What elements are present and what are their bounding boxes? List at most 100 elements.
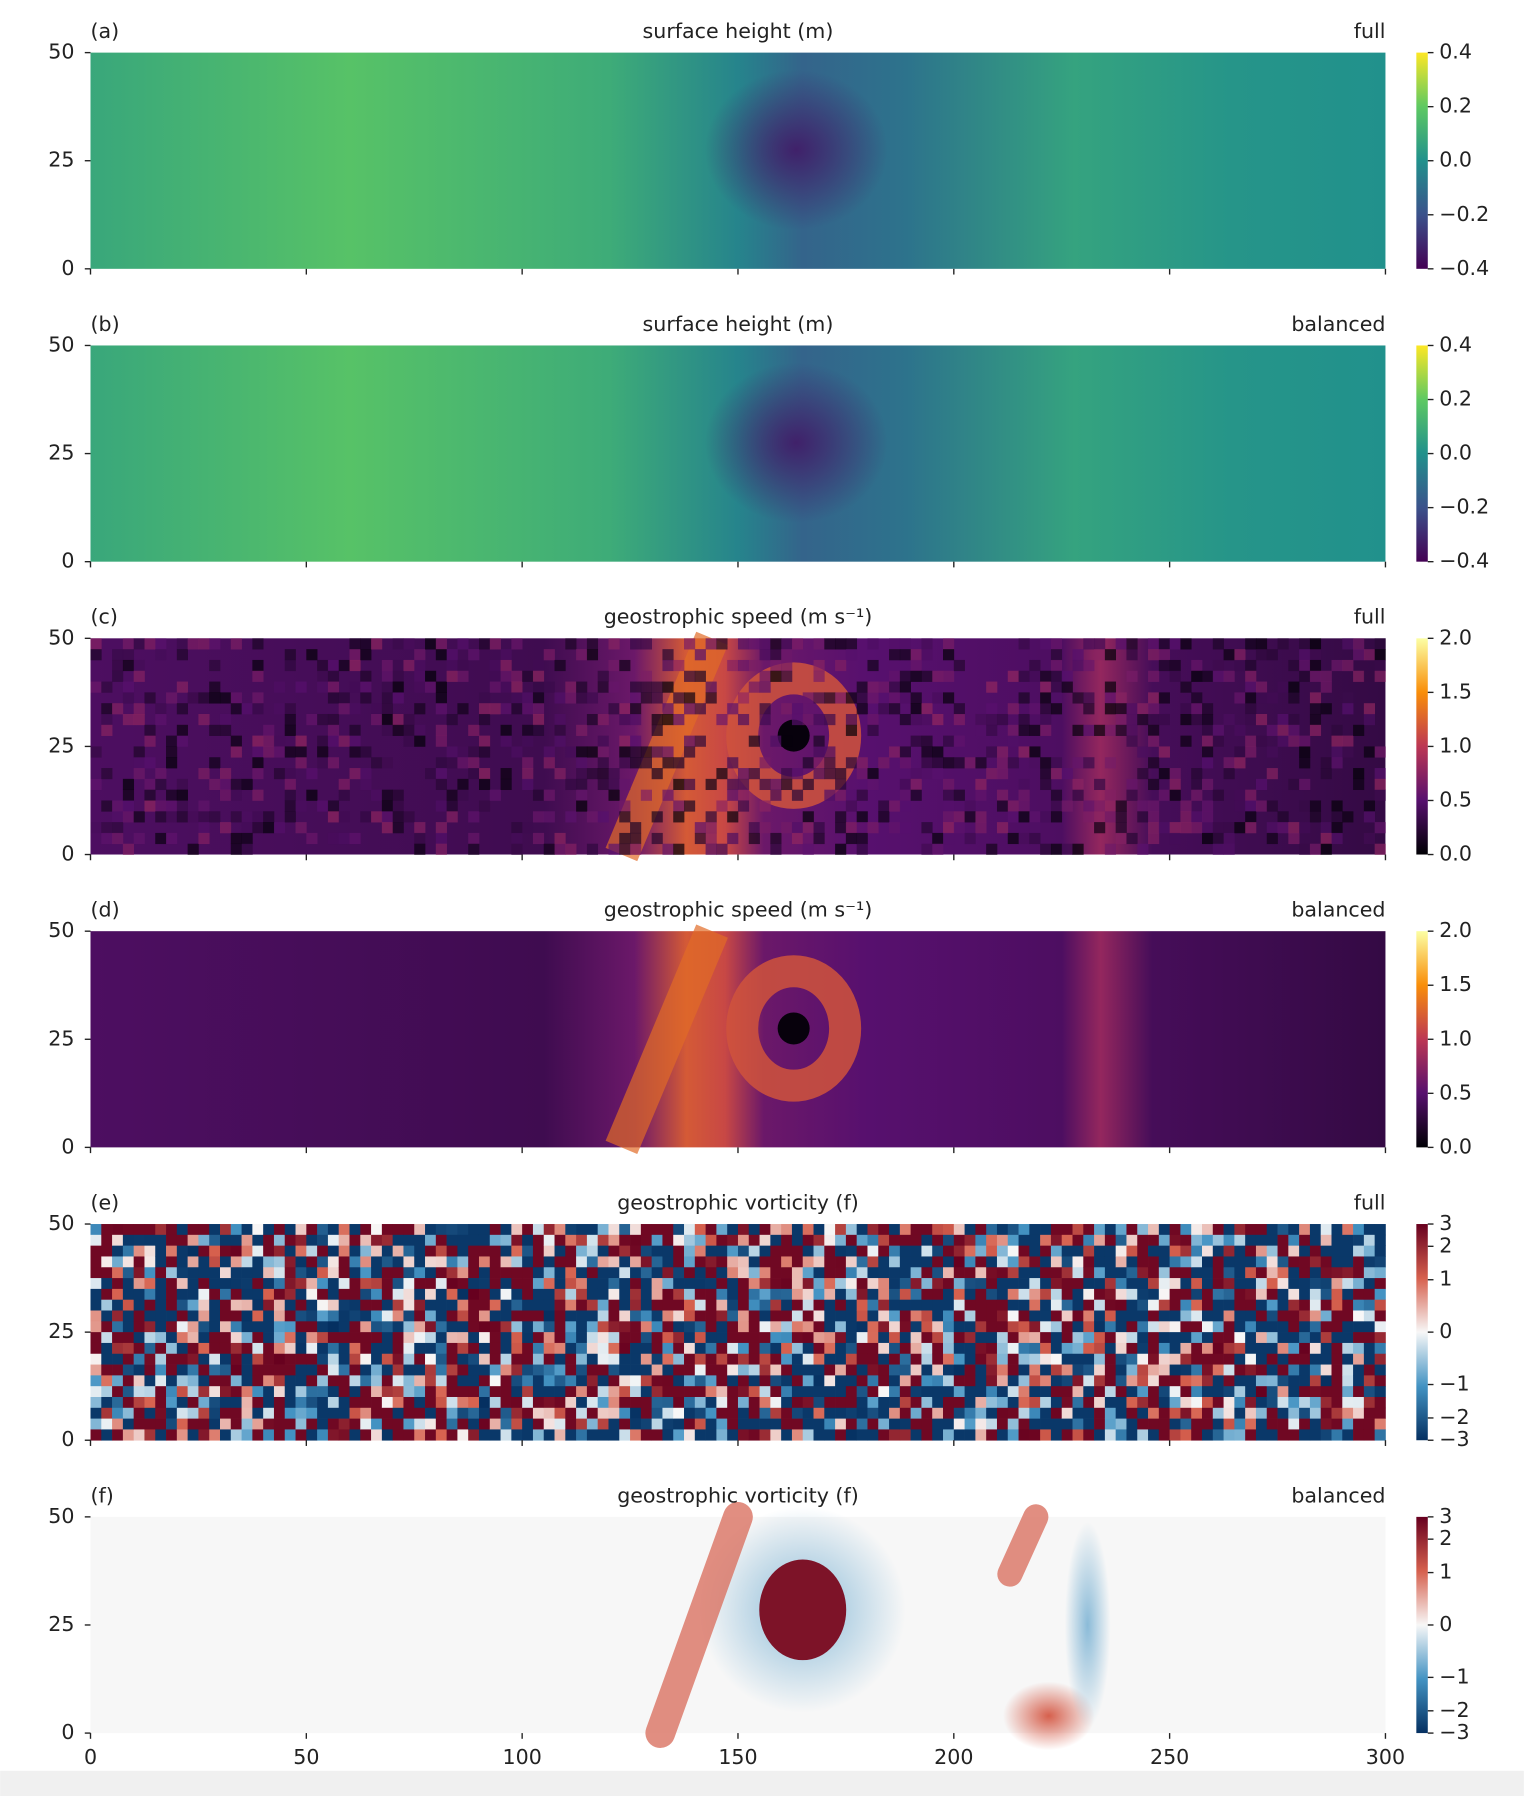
- x-tick-label: 50: [293, 1745, 319, 1769]
- colorbar-tick-label: −0.2: [1439, 495, 1489, 519]
- colorbar-tick-label: 0: [1439, 1612, 1452, 1636]
- colorbar-tick-label: −0.4: [1439, 256, 1489, 280]
- colorbar-tick-label: 0.0: [1439, 1134, 1472, 1158]
- panel-label: (b): [91, 312, 120, 336]
- colorbar: [1416, 345, 1428, 562]
- field-eddy: [704, 362, 888, 523]
- panel-title: geostrophic vorticity (f): [617, 1483, 859, 1507]
- colorbar-tick-label: 2.0: [1439, 918, 1472, 942]
- colorbar-tick-label: 0.0: [1439, 842, 1472, 866]
- y-tick-label: 0: [61, 549, 74, 573]
- colorbar-tick-label: −1: [1439, 1664, 1469, 1688]
- colorbar-tick-label: −0.2: [1439, 202, 1489, 226]
- panel-variant: balanced: [1291, 1483, 1385, 1507]
- panel: (d) geostrophic speed (m s⁻¹) balanced 0 25 5…: [48, 898, 1472, 1159]
- panel: (b) surface height (m) balanced 0 25 50 −0.4 −0…: [48, 312, 1489, 573]
- y-tick-label: 0: [61, 1720, 74, 1744]
- panel: (e) geostrophic vorticity (f) full02550−3−…: [48, 1190, 1469, 1451]
- panel-variant: full: [1354, 1190, 1386, 1214]
- panel-variant: full: [1354, 605, 1386, 629]
- x-tick-label: 200: [934, 1745, 973, 1769]
- y-tick-label: 50: [48, 332, 74, 356]
- field-eddy: [704, 69, 888, 230]
- field-eye: [777, 1012, 810, 1045]
- colorbar-tick-label: 1.5: [1439, 972, 1472, 996]
- colorbar-tick-label: 0: [1439, 1319, 1452, 1343]
- colorbar-tick-label: 1: [1439, 1560, 1452, 1584]
- y-tick-label: 0: [61, 1427, 74, 1451]
- window-edge: [0, 1770, 1524, 1796]
- colorbar-tick-label: 1.5: [1439, 679, 1472, 703]
- colorbar-tick-label: −3: [1439, 1427, 1469, 1451]
- colorbar-tick-label: −2: [1439, 1405, 1469, 1429]
- colorbar: [1416, 52, 1428, 269]
- panel-title: geostrophic speed (m s⁻¹): [604, 898, 873, 922]
- x-tick-label: 0: [84, 1745, 97, 1769]
- colorbar-tick-label: 0.4: [1439, 40, 1472, 64]
- colorbar-tick-label: 0.2: [1439, 94, 1472, 118]
- panel-variant: balanced: [1291, 898, 1385, 922]
- field-ring: [726, 955, 862, 1102]
- colorbar: [1416, 638, 1428, 855]
- field-band: [645, 1502, 753, 1748]
- colorbar: [1416, 1516, 1428, 1734]
- panel-label: (c): [91, 605, 118, 629]
- y-tick-label: 25: [48, 1319, 74, 1343]
- colorbar-tick-label: 3: [1439, 1211, 1452, 1235]
- panel-label: (a): [91, 19, 120, 43]
- colorbar: [1416, 931, 1428, 1148]
- field-blob: [1064, 1522, 1111, 1728]
- panel: (f) geostrophic vorticity (f) balanced 0 25 5…: [48, 1483, 1469, 1769]
- colorbar-tick-label: 3: [1439, 1504, 1452, 1528]
- panel-variant: balanced: [1291, 312, 1385, 336]
- colorbar-tick-label: 1.0: [1439, 733, 1472, 757]
- colorbar-tick-label: 0.0: [1439, 148, 1472, 172]
- x-tick-label: 300: [1366, 1745, 1405, 1769]
- y-tick-label: 50: [48, 918, 74, 942]
- colorbar-tick-label: −3: [1439, 1720, 1469, 1744]
- colorbar-tick-label: 2: [1439, 1233, 1452, 1257]
- field-blob: [1003, 1681, 1095, 1751]
- colorbar-tick-label: 0.5: [1439, 1080, 1472, 1104]
- colorbar-tick-label: 2.0: [1439, 625, 1472, 649]
- panel-title: geostrophic speed (m s⁻¹): [604, 605, 873, 629]
- field-eddy: [759, 1559, 847, 1661]
- panel-label: (e): [91, 1190, 120, 1214]
- y-tick-label: 50: [48, 625, 74, 649]
- panel-title: surface height (m): [643, 19, 834, 43]
- colorbar-tick-label: −2: [1439, 1698, 1469, 1722]
- panel: (c) geostrophic speed (m s⁻¹) full 0 25 50 0.0…: [48, 605, 1472, 866]
- x-tick-label: 100: [503, 1745, 542, 1769]
- panel-label: (f): [91, 1483, 114, 1507]
- y-tick-label: 25: [48, 1026, 74, 1050]
- x-tick-label: 150: [718, 1745, 757, 1769]
- colorbar: [1416, 1224, 1428, 1441]
- colorbar-tick-label: 0.2: [1439, 387, 1472, 411]
- colorbar-tick-label: −0.4: [1439, 549, 1489, 573]
- y-tick-label: 50: [48, 1504, 74, 1528]
- colorbar-tick-label: 2: [1439, 1526, 1452, 1550]
- x-tick-label: 250: [1150, 1745, 1189, 1769]
- colorbar-tick-label: 0.5: [1439, 787, 1472, 811]
- field-band: [605, 924, 728, 1155]
- colorbar-tick-label: −1: [1439, 1372, 1469, 1396]
- y-tick-label: 0: [61, 842, 74, 866]
- panel-variant: full: [1354, 19, 1386, 43]
- field-band: [997, 1504, 1049, 1587]
- y-tick-label: 25: [48, 148, 74, 172]
- colorbar-tick-label: 0.4: [1439, 332, 1472, 356]
- y-tick-label: 50: [48, 1211, 74, 1235]
- y-tick-label: 0: [61, 1134, 74, 1158]
- y-tick-label: 0: [61, 256, 74, 280]
- panel: (a) surface height (m) full 0 25 50 −0.4 −0.2 0.…: [48, 19, 1489, 280]
- colorbar-tick-label: 1.0: [1439, 1026, 1472, 1050]
- colorbar-tick-label: 1: [1439, 1267, 1452, 1291]
- y-tick-label: 50: [48, 40, 74, 64]
- y-tick-label: 25: [48, 733, 74, 757]
- y-tick-label: 25: [48, 1612, 74, 1636]
- panel-title: geostrophic vorticity (f): [617, 1190, 859, 1214]
- y-tick-label: 25: [48, 441, 74, 465]
- panel-title: surface height (m): [643, 312, 834, 336]
- colorbar-tick-label: 0.0: [1439, 441, 1472, 465]
